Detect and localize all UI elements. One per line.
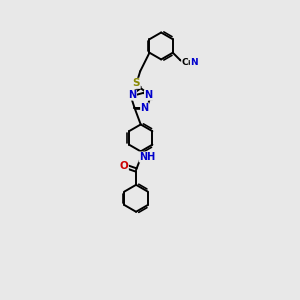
Text: C: C: [182, 58, 188, 68]
Text: NH: NH: [139, 152, 155, 162]
Text: N: N: [141, 103, 149, 113]
Text: N: N: [190, 58, 198, 68]
Text: O: O: [120, 161, 128, 171]
Text: S: S: [133, 78, 140, 88]
Text: N: N: [128, 90, 136, 100]
Text: N: N: [145, 90, 153, 100]
